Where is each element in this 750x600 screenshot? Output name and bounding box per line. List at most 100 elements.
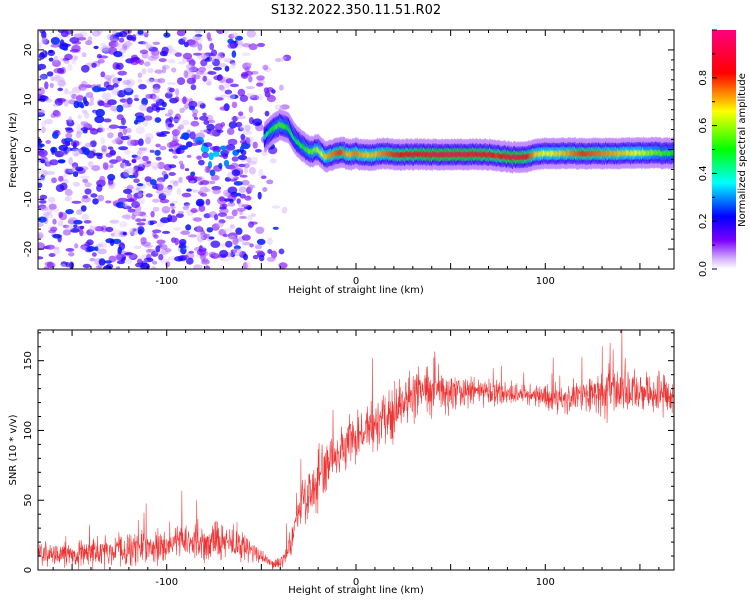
noise-blob bbox=[213, 75, 223, 81]
noise-blob bbox=[54, 75, 64, 81]
noise-blob bbox=[245, 136, 254, 145]
noise-blob bbox=[224, 177, 231, 182]
noise-blob bbox=[179, 107, 185, 114]
noise-blob bbox=[54, 110, 62, 118]
noise-blob bbox=[190, 84, 197, 91]
noise-blob bbox=[71, 57, 77, 65]
noise-blob bbox=[108, 177, 114, 186]
noise-blob bbox=[178, 145, 189, 151]
noise-blob bbox=[50, 37, 61, 45]
noise-blob bbox=[148, 77, 155, 83]
noise-blob bbox=[133, 94, 139, 99]
noise-blob bbox=[84, 188, 92, 195]
noise-blob bbox=[216, 30, 222, 33]
noise-blob bbox=[85, 91, 94, 98]
noise-blob bbox=[168, 172, 176, 176]
noise-blob bbox=[158, 192, 167, 201]
noise-blob bbox=[205, 198, 211, 206]
noise-blob bbox=[122, 231, 127, 236]
noise-blob bbox=[209, 131, 216, 136]
noise-blob bbox=[189, 65, 197, 72]
noise-blob bbox=[181, 192, 192, 198]
noise-blob bbox=[175, 88, 180, 96]
noise-blob bbox=[64, 224, 74, 231]
noise-blob bbox=[164, 113, 172, 117]
noise-blob bbox=[38, 63, 47, 70]
noise-blob bbox=[38, 216, 47, 223]
noise-blob bbox=[218, 154, 228, 158]
noise-blob bbox=[110, 147, 115, 154]
noise-blob bbox=[252, 141, 258, 149]
noise-blob bbox=[210, 49, 218, 57]
noise-blob bbox=[175, 213, 184, 219]
noise-blob bbox=[178, 244, 187, 249]
noise-blob bbox=[151, 103, 159, 108]
noise-blob bbox=[186, 257, 194, 265]
noise-blob bbox=[63, 137, 73, 143]
noise-blob bbox=[41, 120, 46, 129]
noise-blob bbox=[162, 50, 168, 57]
noise-blob bbox=[143, 156, 149, 162]
noise-blob bbox=[101, 92, 112, 100]
noise-blob bbox=[117, 246, 122, 255]
noise-blob bbox=[224, 89, 233, 95]
noise-blob bbox=[164, 92, 173, 99]
noise-blob bbox=[198, 66, 207, 73]
noise-blob bbox=[49, 82, 54, 89]
noise-blob bbox=[127, 208, 136, 213]
ridge-signal bbox=[263, 108, 674, 175]
noise-blob bbox=[52, 218, 57, 225]
noise-blob bbox=[244, 124, 252, 130]
noise-blob bbox=[79, 228, 84, 237]
noise-blob bbox=[111, 87, 120, 96]
noise-blob bbox=[266, 237, 273, 246]
noise-blob bbox=[100, 71, 106, 78]
noise-blob bbox=[270, 250, 278, 259]
noise-blob bbox=[95, 108, 105, 117]
noise-blob bbox=[240, 179, 250, 186]
noise-blob bbox=[107, 132, 114, 139]
noise-blob bbox=[38, 242, 45, 251]
noise-blob bbox=[108, 124, 119, 129]
noise-blob bbox=[145, 220, 151, 226]
noise-blob bbox=[156, 222, 164, 228]
noise-blob bbox=[123, 41, 134, 47]
noise-blob bbox=[264, 110, 270, 117]
noise-blob bbox=[239, 124, 250, 132]
noise-blob bbox=[223, 30, 229, 35]
noise-blob bbox=[119, 98, 128, 103]
noise-blob bbox=[58, 211, 63, 218]
noise-blob bbox=[65, 141, 71, 147]
noise-blob bbox=[244, 195, 252, 201]
noise-blob bbox=[231, 62, 236, 66]
noise-blob bbox=[244, 167, 248, 174]
noise-blob bbox=[64, 196, 72, 202]
noise-blob bbox=[190, 171, 196, 177]
noise-blob bbox=[196, 249, 207, 256]
noise-blob bbox=[209, 55, 215, 63]
noise-blob bbox=[92, 252, 97, 257]
noise-blob bbox=[77, 225, 84, 230]
noise-blob bbox=[203, 233, 211, 239]
snr-line bbox=[38, 330, 674, 570]
noise-blob bbox=[174, 238, 181, 245]
noise-blob bbox=[193, 52, 202, 56]
noise-blob bbox=[176, 30, 186, 37]
noise-blob bbox=[118, 31, 128, 38]
noise-blob bbox=[142, 214, 148, 219]
noise-blob bbox=[133, 165, 140, 173]
noise-blob bbox=[233, 245, 241, 250]
noise-blob bbox=[138, 83, 147, 90]
noise-blob bbox=[178, 124, 185, 130]
noise-blob bbox=[225, 78, 234, 84]
noise-blob bbox=[112, 30, 117, 36]
snr-ylabel: SNR (10 * v/v) bbox=[8, 414, 19, 485]
noise-blob bbox=[139, 158, 144, 167]
noise-blob bbox=[123, 169, 130, 178]
noise-blob bbox=[236, 198, 241, 205]
noise-blob bbox=[118, 146, 128, 151]
noise-blob bbox=[141, 68, 147, 75]
noise-blob bbox=[68, 116, 73, 124]
noise-blob bbox=[225, 240, 233, 248]
noise-blob bbox=[123, 188, 133, 194]
